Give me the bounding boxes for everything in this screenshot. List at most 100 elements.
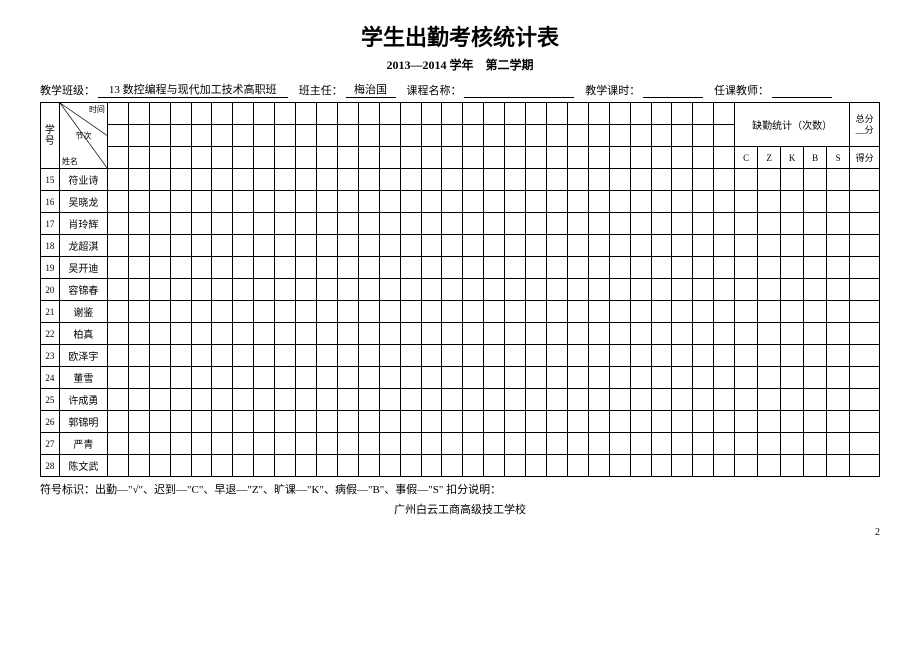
attendance-cell [337,345,358,367]
student-id: 23 [41,345,60,367]
attendance-cell [609,323,630,345]
attendance-cell [170,213,191,235]
attendance-cell [254,235,275,257]
attendance-cell [170,455,191,477]
header-score: 得分 [850,147,880,169]
attendance-cell [651,235,672,257]
attendance-cell [567,367,588,389]
student-id: 26 [41,411,60,433]
attendance-cell [546,455,567,477]
attendance-cell [484,433,505,455]
attendance-cell [484,345,505,367]
attendance-table: 学号时间节次姓名缺勤统计（次数）总分__分CZKBS得分15符业诗16吴晓龙17… [40,102,880,477]
attendance-cell [567,433,588,455]
attendance-cell [463,323,484,345]
attendance-cell [546,367,567,389]
attendance-cell [149,169,170,191]
attendance-cell [337,235,358,257]
attendance-cell [672,169,693,191]
attendance-cell [400,455,421,477]
attendance-cell [379,191,400,213]
attendance-cell [526,257,547,279]
attendance-cell [233,235,254,257]
attendance-cell [170,191,191,213]
table-row: 19吴开迪 [41,257,880,279]
header-period-cell [442,125,463,147]
stat-cell [804,323,827,345]
header-date-cell [609,103,630,125]
attendance-cell [400,323,421,345]
attendance-cell [317,323,338,345]
footer-note: 符号标识：出勤—"√"、迟到—"C"、早退—"Z"、旷课—"K"、病假—"B"、… [40,481,880,497]
attendance-cell [337,411,358,433]
attendance-cell [149,257,170,279]
attendance-cell [463,213,484,235]
header-sub-cell [693,147,714,169]
page-subtitle: 2013—2014 学年 第二学期 [40,56,880,73]
attendance-cell [170,389,191,411]
attendance-cell [463,301,484,323]
attendance-cell [317,235,338,257]
attendance-cell [546,389,567,411]
class-label: 教学班级： [40,85,95,97]
student-id: 19 [41,257,60,279]
header-sub-cell [609,147,630,169]
attendance-cell [358,301,379,323]
stat-cell [735,433,758,455]
stat-cell [781,455,804,477]
attendance-cell [588,235,609,257]
header-date-cell [296,103,317,125]
attendance-cell [317,257,338,279]
stat-cell [735,235,758,257]
attendance-cell [693,323,714,345]
header-stat-B: B [804,147,827,169]
stat-cell [804,367,827,389]
header-sub-cell [233,147,254,169]
attendance-cell [337,389,358,411]
attendance-cell [191,455,212,477]
attendance-cell [546,213,567,235]
attendance-cell [275,323,296,345]
attendance-cell [358,433,379,455]
stat-cell [781,301,804,323]
attendance-cell [128,279,149,301]
student-name: 容锦春 [59,279,107,301]
attendance-cell [526,235,547,257]
attendance-cell [149,235,170,257]
attendance-cell [714,345,735,367]
attendance-cell [275,257,296,279]
attendance-cell [693,257,714,279]
attendance-cell [630,257,651,279]
stat-cell [804,169,827,191]
student-name: 吴开迪 [59,257,107,279]
stat-cell [827,213,850,235]
table-row: 22柏真 [41,323,880,345]
attendance-cell [421,323,442,345]
header-date-cell [442,103,463,125]
attendance-cell [630,411,651,433]
attendance-cell [693,455,714,477]
attendance-cell [693,213,714,235]
attendance-cell [546,257,567,279]
attendance-cell [170,279,191,301]
header-sub-cell [337,147,358,169]
stat-cell [804,455,827,477]
stat-cell [781,235,804,257]
attendance-cell [317,345,338,367]
student-name: 陈文武 [59,455,107,477]
header-total: 总分__分 [850,103,880,147]
stat-cell [735,213,758,235]
header-period-cell [630,125,651,147]
attendance-cell [526,301,547,323]
header-date-cell [233,103,254,125]
table-row: 21谢鉴 [41,301,880,323]
student-name: 符业诗 [59,169,107,191]
footer-school: 广州白云工商高级技工学校 [40,501,880,517]
table-row: 23欧泽宇 [41,345,880,367]
attendance-cell [421,433,442,455]
attendance-cell [212,323,233,345]
stat-cell [781,191,804,213]
attendance-cell [170,323,191,345]
attendance-cell [693,411,714,433]
attendance-cell [400,367,421,389]
